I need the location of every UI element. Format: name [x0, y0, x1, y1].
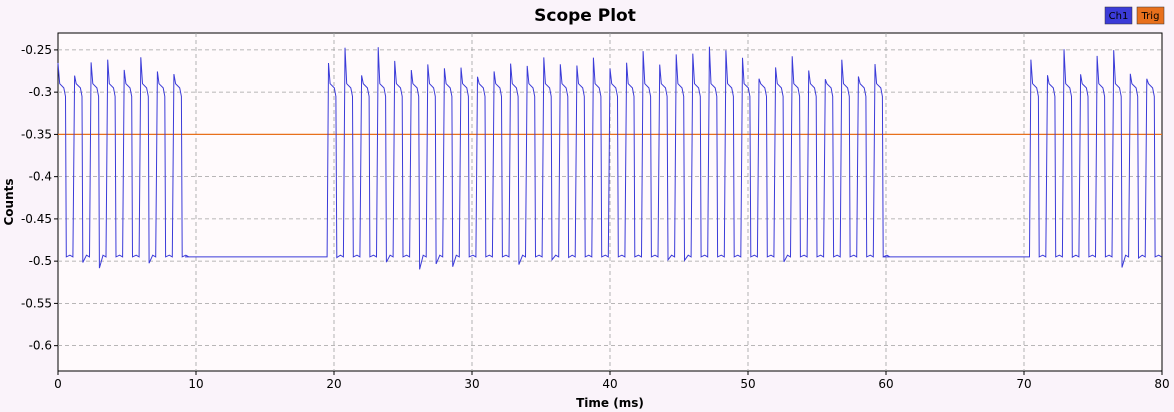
x-tick-label: 40 [602, 377, 617, 391]
x-tick-label: 80 [1154, 377, 1169, 391]
x-tick-label: 60 [878, 377, 893, 391]
chart-title: Scope Plot [534, 6, 636, 26]
x-tick-label: 30 [464, 377, 479, 391]
x-tick-label: 20 [326, 377, 341, 391]
y-tick-label: -0.6 [29, 339, 52, 353]
legend-swatch-ch1 [1104, 6, 1133, 25]
y-tick-label: -0.45 [21, 212, 52, 226]
y-tick-label: -0.25 [21, 43, 52, 57]
legend-swatch-trig [1136, 6, 1165, 25]
legend: Ch1 Trig [1104, 6, 1165, 25]
y-axis-label: Counts [2, 178, 16, 225]
y-tick-label: -0.3 [29, 85, 52, 99]
y-tick-label: -0.35 [21, 127, 52, 141]
y-tick-label: -0.4 [29, 170, 52, 184]
x-tick-label: 0 [54, 377, 62, 391]
y-tick-label: -0.55 [21, 296, 52, 310]
x-axis-ticks: 0 10 20 30 40 50 60 70 80 [54, 371, 1170, 391]
legend-label-trig: Trig [1141, 11, 1160, 22]
y-tick-label: -0.5 [29, 254, 52, 268]
x-tick-label: 10 [188, 377, 203, 391]
series-ch1-line [57, 46, 1162, 270]
x-tick-label: 50 [740, 377, 755, 391]
x-axis-label: Time (ms) [576, 396, 644, 410]
legend-label-ch1: Ch1 [1109, 11, 1129, 22]
y-axis-ticks: -0.25 -0.3 -0.35 -0.4 -0.45 -0.5 -0.55 -0.6 [21, 43, 58, 353]
x-tick-label: 70 [1016, 377, 1031, 391]
